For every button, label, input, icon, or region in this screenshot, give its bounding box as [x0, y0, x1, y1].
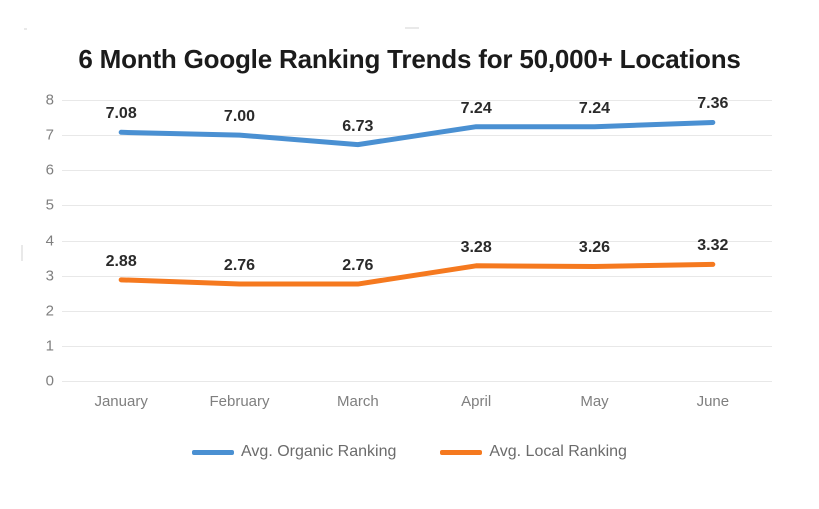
gridline: [62, 170, 772, 172]
y-axis-tick-label: 1: [45, 337, 54, 355]
scan-artifact-corner: [24, 28, 27, 30]
x-axis-tick-label: February: [209, 393, 270, 410]
x-axis-tick-label: May: [580, 393, 609, 410]
y-axis-tick-label: 6: [45, 161, 54, 179]
x-axis-tick-label: April: [461, 393, 492, 410]
x-axis-tick-label: March: [336, 393, 379, 410]
legend-line-swatch: [440, 449, 483, 455]
y-axis: 0 1 2 3 4 5 6 7 8: [24, 93, 54, 389]
legend-label: Avg. Local Ranking: [489, 443, 627, 460]
legend-item[interactable]: Avg. Local Ranking: [440, 444, 627, 460]
gridline: [62, 100, 772, 101]
series-layer: [118, 119, 716, 287]
y-axis-tick-label: 2: [45, 302, 54, 320]
gridline: [62, 240, 772, 242]
chart-legend: Avg. Organic Ranking Avg. Local Ranking: [0, 444, 819, 460]
y-axis-tick-label: 5: [45, 196, 54, 214]
y-axis-tick-label: 3: [45, 267, 54, 285]
gridline: [62, 205, 772, 207]
chart-title: 6 Month Google Ranking Trends for 50,000…: [78, 44, 741, 74]
legend-label: Avg. Organic Ranking: [241, 443, 397, 460]
x-axis-tick-label: January: [94, 393, 148, 410]
gridline: [62, 345, 772, 347]
scan-artifact-top: [405, 27, 419, 29]
y-axis-tick-label: 7: [45, 126, 54, 144]
legend-item[interactable]: Avg. Organic Ranking: [192, 444, 396, 460]
gridline: [62, 310, 772, 312]
x-axis-tick-label: June: [696, 393, 730, 410]
y-axis-tick-label: 4: [45, 232, 54, 249]
series-line: [118, 261, 716, 287]
y-axis-tick-label: 8: [45, 91, 54, 109]
y-axis-tick-label: 0: [45, 372, 54, 390]
x-axis: January February March April May June: [62, 394, 772, 418]
scan-artifact-left: [21, 245, 23, 261]
legend-line-swatch: [192, 449, 235, 455]
gridline: [62, 381, 772, 382]
series-line: [118, 119, 716, 148]
